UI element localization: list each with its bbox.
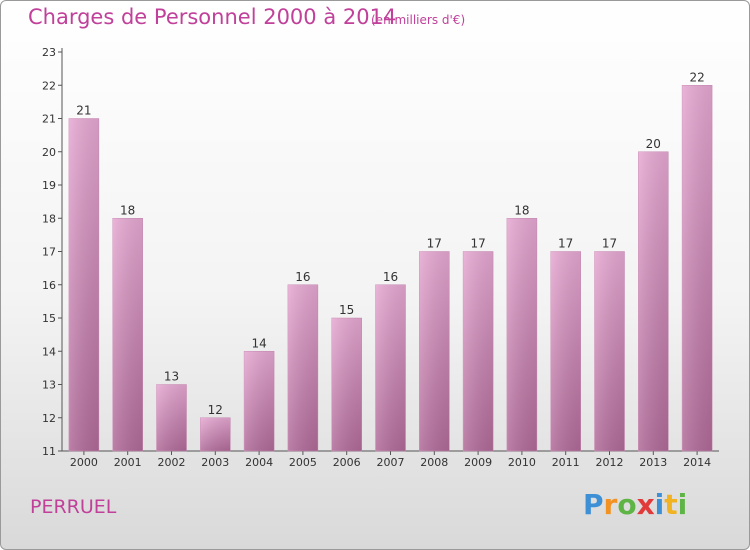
x-tick-label: 2006: [333, 456, 361, 469]
x-tick-label: 2002: [158, 456, 186, 469]
y-tick-label: 21: [42, 113, 56, 126]
data-label: 18: [514, 203, 529, 217]
data-label: 22: [689, 70, 704, 84]
data-label: 17: [427, 237, 442, 251]
bar-shade: [287, 284, 318, 451]
x-tick-labels: 2000 2001 2002 2003 2004 2005 2006 2007 2008 2009…: [70, 456, 711, 469]
data-label: 17: [470, 237, 485, 251]
bar-shade: [682, 85, 713, 451]
data-label: 16: [383, 270, 398, 284]
proxiti-logo: Proxiti: [583, 488, 688, 521]
data-label: 21: [76, 104, 91, 118]
y-tick-label: 23: [42, 46, 56, 59]
commune-name: PERRUEL: [30, 496, 117, 518]
bar-shade: [331, 318, 362, 451]
data-label: 20: [646, 137, 661, 151]
x-tick-label: 2000: [70, 456, 98, 469]
x-tick-label: 2011: [552, 456, 580, 469]
x-tick-label: 2001: [114, 456, 142, 469]
data-labels: 21 18 13 12 14 16 15 16 17 17 18 17 17 20 22: [76, 70, 704, 417]
bar-shade: [375, 284, 406, 451]
y-tick-label: 12: [42, 412, 56, 425]
bar-shade: [156, 384, 187, 451]
data-label: 17: [602, 237, 617, 251]
chart-subtitle: (en milliers d'€): [371, 13, 466, 27]
data-label: 18: [120, 203, 135, 217]
bar-shade: [550, 251, 581, 451]
y-tick-label: 18: [42, 212, 56, 225]
y-tick-label: 20: [42, 146, 56, 159]
bar-shade: [638, 151, 669, 451]
y-tick-label: 19: [42, 179, 56, 192]
data-label: 12: [208, 403, 223, 417]
bar-shade: [594, 251, 625, 451]
bar-shade: [68, 118, 99, 451]
x-tick-label: 2012: [596, 456, 624, 469]
x-tick-label: 2005: [289, 456, 317, 469]
x-tick-label: 2009: [464, 456, 492, 469]
x-tick-label: 2010: [508, 456, 536, 469]
bar-shade: [463, 251, 494, 451]
y-tick-label: 14: [42, 345, 56, 358]
data-label: 14: [251, 336, 266, 350]
y-tick-label: 22: [42, 79, 56, 92]
x-tick-label: 2004: [245, 456, 273, 469]
bar-shade: [244, 351, 275, 451]
x-tick-label: 2007: [377, 456, 405, 469]
bar-shade: [506, 218, 537, 451]
y-tick-label: 11: [42, 445, 56, 458]
x-tick-label: 2014: [683, 456, 711, 469]
data-label: 17: [558, 237, 573, 251]
y-tick-label: 17: [42, 246, 56, 259]
bars: [68, 85, 713, 452]
y-tick-label: 16: [42, 279, 56, 292]
data-label: 13: [164, 370, 179, 384]
y-tick-label: 13: [42, 379, 56, 392]
bar-shade: [200, 417, 231, 451]
bar-shade: [112, 218, 143, 451]
bar-shade: [419, 251, 450, 451]
x-tick-label: 2008: [420, 456, 448, 469]
x-tick-label: 2013: [639, 456, 667, 469]
y-tick-labels: 11 12 13 14 15 16 17 18 19 20 21 22 23: [42, 46, 56, 458]
data-label: 15: [339, 303, 354, 317]
x-tick-label: 2003: [201, 456, 229, 469]
y-tick-label: 15: [42, 312, 56, 325]
chart-title: Charges de Personnel 2000 à 2014: [28, 5, 397, 29]
data-label: 16: [295, 270, 310, 284]
